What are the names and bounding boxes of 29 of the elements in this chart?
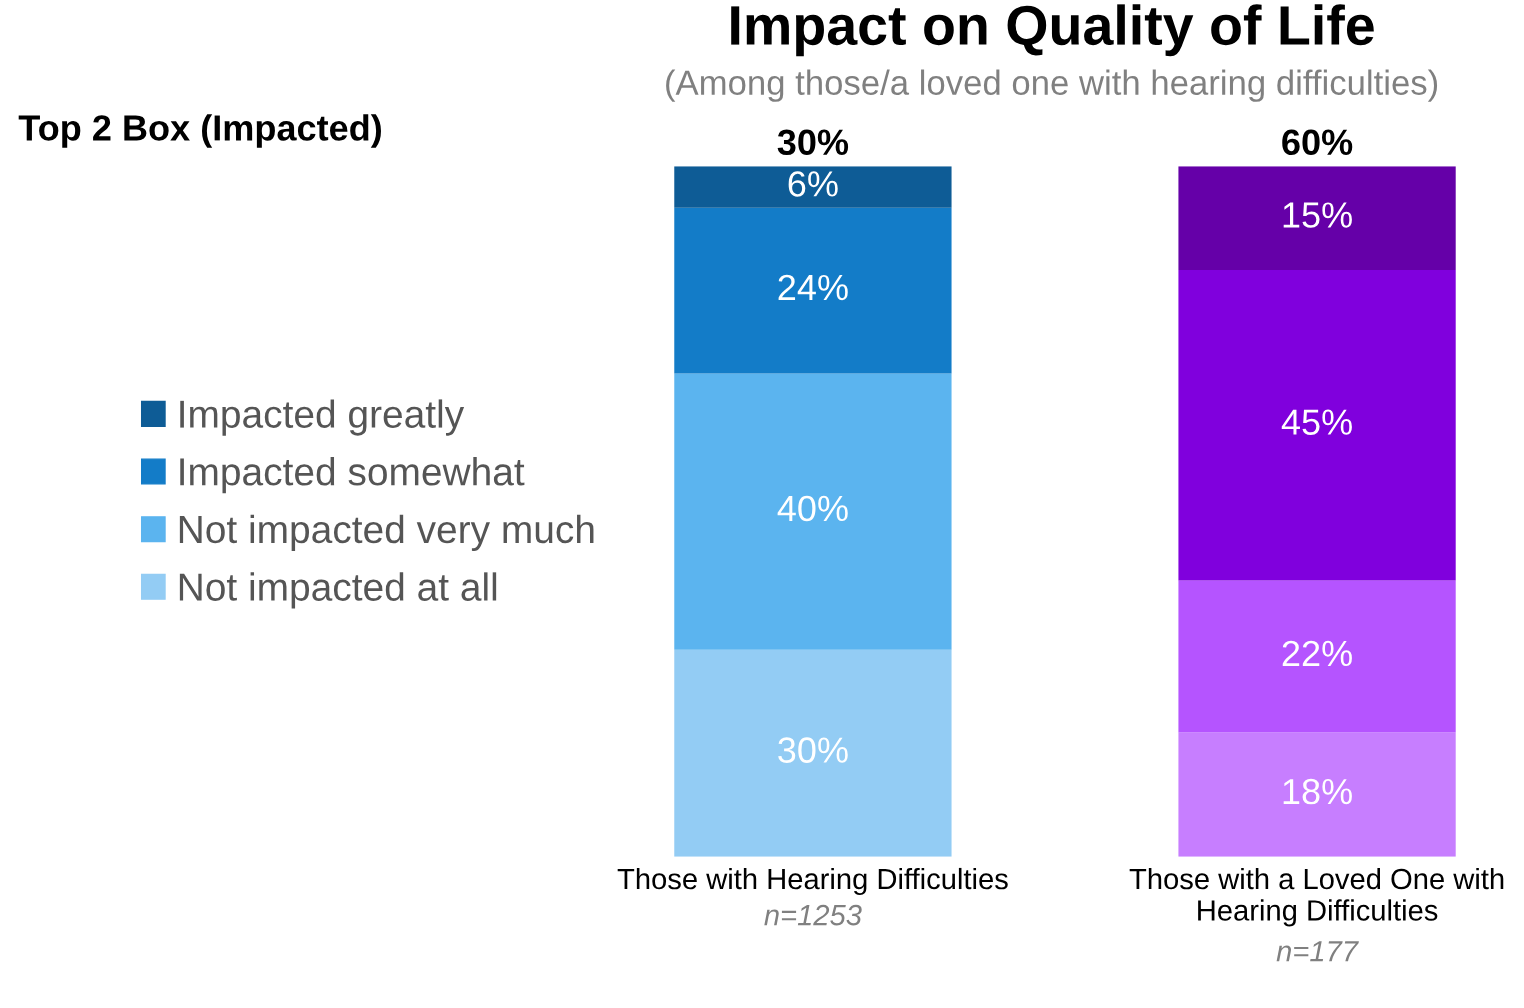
annotation: 60% <box>1282 129 1353 156</box>
legend-label: Not impacted very much <box>179 514 594 551</box>
bar <box>674 166 952 208</box>
bar <box>674 649 952 857</box>
legend-label: Impacted greatly <box>180 399 465 436</box>
chart-title: Impact on Quality of Life <box>731 4 1374 57</box>
x-tick-label: Those with a Loved One with Hearing Difficulties <box>1129 867 1504 927</box>
data-label: 18% <box>1283 778 1352 805</box>
bar <box>1178 166 1456 270</box>
data-label: 24% <box>778 274 848 301</box>
data-label: 40% <box>777 495 848 522</box>
data-label: 22% <box>1282 640 1352 667</box>
data-label: 15% <box>1283 202 1352 228</box>
data-label: 45% <box>1281 409 1352 435</box>
text: n=1253 <box>764 904 862 926</box>
data-label: 30% <box>778 737 848 763</box>
legend-label: Not impacted at all <box>179 572 497 609</box>
bar <box>674 373 952 650</box>
text: Top 2 Box (Impacted) <box>18 114 381 148</box>
bar <box>1178 732 1456 857</box>
bar <box>1178 269 1456 581</box>
bar <box>1178 580 1456 733</box>
legend-label: Impacted somewhat <box>180 457 525 494</box>
chart-subtitle: (Among those/a loved one with hearing difficulties) <box>666 69 1438 102</box>
x-tick-label: Those with Hearing Difficulties <box>617 867 1008 896</box>
data-label: 6% <box>788 171 838 197</box>
text: n=177 <box>1276 941 1359 962</box>
annotation: 30% <box>777 129 849 156</box>
bar <box>674 207 952 374</box>
